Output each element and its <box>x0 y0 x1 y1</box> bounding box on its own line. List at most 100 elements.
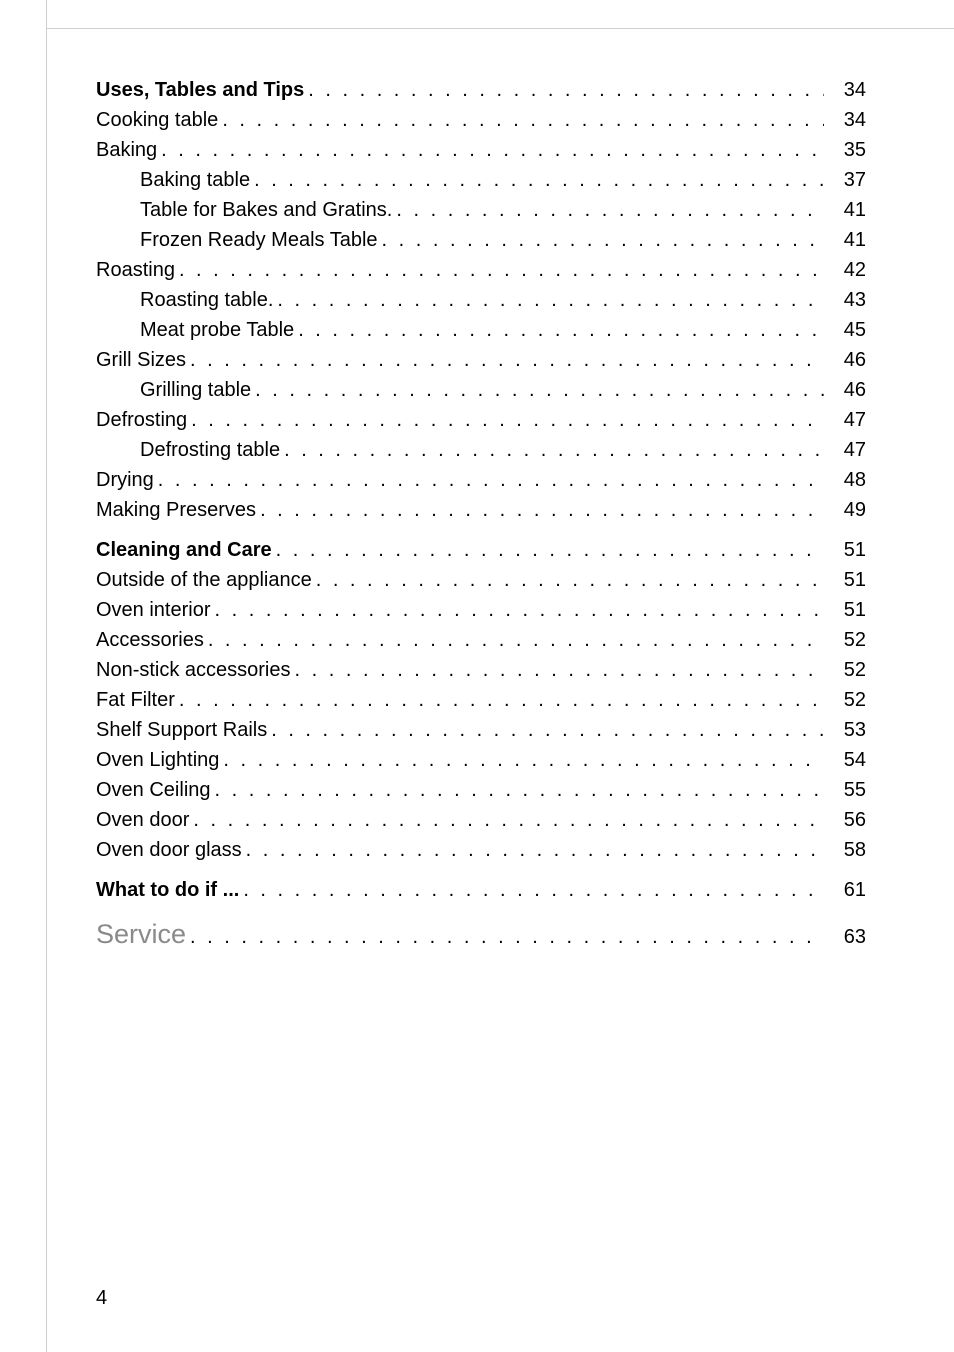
toc-page-number: 42 <box>824 256 866 284</box>
toc-leader-dots <box>244 836 824 864</box>
toc-page-number: 58 <box>824 836 866 864</box>
toc-row: Accessories 52 <box>96 626 866 654</box>
toc-leader-dots <box>252 166 824 194</box>
toc-label: Cleaning and Care <box>96 536 274 564</box>
toc-label: Baking <box>96 136 159 164</box>
toc-page-number: 52 <box>824 626 866 654</box>
toc-row: Oven door glass 58 <box>96 836 866 864</box>
toc-page-number: 46 <box>824 346 866 374</box>
toc-leader-dots <box>241 876 824 904</box>
toc-leader-dots <box>159 136 824 164</box>
toc-leader-dots <box>189 406 824 434</box>
toc-row: Cleaning and Care 51 <box>96 536 866 564</box>
toc-row: Baking 35 <box>96 136 866 164</box>
toc-page-number: 41 <box>824 226 866 254</box>
toc-leader-dots <box>314 566 824 594</box>
toc-page-number: 51 <box>824 596 866 624</box>
toc-label: Oven Ceiling <box>96 776 213 804</box>
toc-label: Uses, Tables and Tips <box>96 76 306 104</box>
toc-leader-dots <box>269 716 824 744</box>
toc-label: Grill Sizes <box>96 346 188 374</box>
toc-leader-dots <box>394 196 824 224</box>
toc-label: Defrosting <box>96 406 189 434</box>
toc-leader-dots <box>177 686 824 714</box>
table-of-contents: Uses, Tables and Tips34Cooking table34Ba… <box>96 76 866 954</box>
toc-label: Meat probe Table <box>140 316 296 344</box>
toc-leader-dots <box>221 746 824 774</box>
toc-page-number: 43 <box>824 286 866 314</box>
toc-page-number: 45 <box>824 316 866 344</box>
toc-page-number: 61 <box>824 876 866 904</box>
toc-leader-dots <box>306 76 824 104</box>
page-number: 4 <box>96 1287 107 1310</box>
toc-row: Service 63 <box>96 916 866 954</box>
toc-label: Accessories <box>96 626 206 654</box>
toc-row: Fat Filter 52 <box>96 686 866 714</box>
toc-page-number: 52 <box>824 686 866 714</box>
toc-row: Drying48 <box>96 466 866 494</box>
toc-page-number: 55 <box>824 776 866 804</box>
toc-page-number: 51 <box>824 566 866 594</box>
toc-leader-dots <box>282 436 824 464</box>
toc-label: Service <box>96 916 188 954</box>
toc-row: Cooking table34 <box>96 106 866 134</box>
toc-page-number: 53 <box>824 716 866 744</box>
toc-row: Roasting table. 43 <box>96 286 866 314</box>
toc-row: Defrosting table 47 <box>96 436 866 464</box>
frame-left-border <box>46 0 47 1352</box>
toc-leader-dots <box>188 923 824 951</box>
toc-label: Making Preserves <box>96 496 258 524</box>
toc-leader-dots <box>177 256 824 284</box>
toc-leader-dots <box>220 106 824 134</box>
toc-leader-dots <box>206 626 824 654</box>
toc-label: Drying <box>96 466 156 494</box>
toc-label: Fat Filter <box>96 686 177 714</box>
toc-row: Uses, Tables and Tips34 <box>96 76 866 104</box>
toc-leader-dots <box>296 316 824 344</box>
toc-leader-dots <box>253 376 824 404</box>
toc-label: Outside of the appliance <box>96 566 314 594</box>
toc-page-number: 47 <box>824 406 866 434</box>
toc-page-number: 52 <box>824 656 866 684</box>
toc-page-number: 35 <box>824 136 866 164</box>
toc-page-number: 51 <box>824 536 866 564</box>
toc-leader-dots <box>156 466 824 494</box>
toc-row: Oven interior 51 <box>96 596 866 624</box>
section-gap <box>96 866 866 876</box>
toc-leader-dots <box>213 596 825 624</box>
toc-label: Roasting table. <box>140 286 275 314</box>
toc-row: Outside of the appliance 51 <box>96 566 866 594</box>
toc-row: Defrosting 47 <box>96 406 866 434</box>
toc-page-number: 63 <box>824 923 866 951</box>
toc-label: Oven door glass <box>96 836 244 864</box>
toc-row: Oven Lighting54 <box>96 746 866 774</box>
toc-row: Frozen Ready Meals Table41 <box>96 226 866 254</box>
section-gap <box>96 526 866 536</box>
toc-row: Shelf Support Rails 53 <box>96 716 866 744</box>
toc-leader-dots <box>275 286 824 314</box>
toc-row: Meat probe Table 45 <box>96 316 866 344</box>
toc-leader-dots <box>380 226 824 254</box>
toc-row: Non-stick accessories52 <box>96 656 866 684</box>
toc-page-number: 46 <box>824 376 866 404</box>
toc-page-number: 49 <box>824 496 866 524</box>
frame-top-border <box>46 28 954 29</box>
toc-label: Oven interior <box>96 596 213 624</box>
toc-leader-dots <box>293 656 824 684</box>
toc-label: Oven Lighting <box>96 746 221 774</box>
toc-row: Roasting42 <box>96 256 866 284</box>
page-container: Uses, Tables and Tips34Cooking table34Ba… <box>0 0 954 1352</box>
toc-page-number: 56 <box>824 806 866 834</box>
toc-row: Oven Ceiling 55 <box>96 776 866 804</box>
toc-row: Making Preserves 49 <box>96 496 866 524</box>
toc-label: What to do if ... <box>96 876 241 904</box>
toc-label: Grilling table <box>140 376 253 404</box>
toc-row: Baking table37 <box>96 166 866 194</box>
toc-label: Baking table <box>140 166 252 194</box>
toc-leader-dots <box>191 806 824 834</box>
toc-label: Cooking table <box>96 106 220 134</box>
toc-page-number: 47 <box>824 436 866 464</box>
toc-label: Defrosting table <box>140 436 282 464</box>
toc-label: Shelf Support Rails <box>96 716 269 744</box>
toc-row: Grilling table 46 <box>96 376 866 404</box>
